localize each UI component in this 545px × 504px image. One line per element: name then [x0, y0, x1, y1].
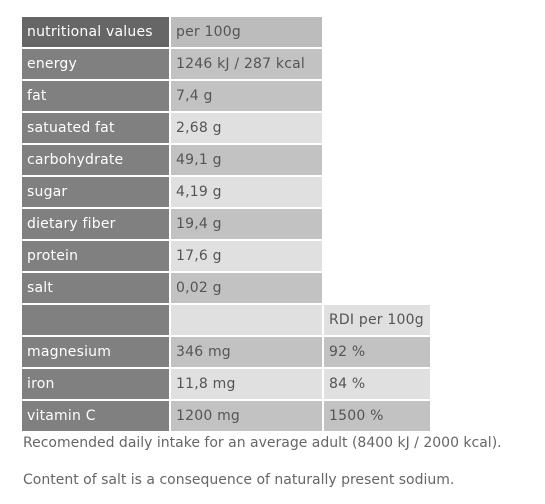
row-label-iron: iron: [22, 369, 169, 399]
salt-footnote: Content of salt is a consequence of natu…: [23, 472, 455, 488]
row-label-carbohydrate: carbohydrate: [22, 145, 169, 175]
row-value-carbohydrate: 49,1 g: [171, 145, 322, 175]
row-value-protein: 17,6 g: [171, 241, 322, 271]
row-value-sugar: 4,19 g: [171, 177, 322, 207]
rdi-footnote: Recomended daily intake for an average a…: [23, 435, 502, 451]
row-value-magnesium: 346 mg: [171, 337, 322, 367]
row-value-salt: 0,02 g: [171, 273, 322, 303]
row-label-salt: salt: [22, 273, 169, 303]
row-label-energy: energy: [22, 49, 169, 79]
row-label-magnesium: magnesium: [22, 337, 169, 367]
row-rdi-vitamin-c: 1500 %: [324, 401, 430, 431]
row-label-protein: protein: [22, 241, 169, 271]
row-label-sugar: sugar: [22, 177, 169, 207]
row-label-satuated-fat: satuated fat: [22, 113, 169, 143]
row-rdi-magnesium: 92 %: [324, 337, 430, 367]
row-label-fat: fat: [22, 81, 169, 111]
row-label-vitamin-c: vitamin C: [22, 401, 169, 431]
row-value-dietary-fiber: 19,4 g: [171, 209, 322, 239]
row-value-vitamin-c: 1200 mg: [171, 401, 322, 431]
row-rdi-iron: 84 %: [324, 369, 430, 399]
rdi-header-cell: RDI per 100g: [324, 305, 430, 335]
row-value-energy: 1246 kJ / 287 kcal: [171, 49, 322, 79]
row-label-dietary-fiber: dietary fiber: [22, 209, 169, 239]
row-value-iron: 11,8 mg: [171, 369, 322, 399]
row-value-fat: 7,4 g: [171, 81, 322, 111]
header-value-cell: per 100g: [171, 17, 322, 47]
mineral-header-value-cell: [171, 305, 322, 335]
row-value-satuated-fat: 2,68 g: [171, 113, 322, 143]
mineral-header-label-cell: [22, 305, 169, 335]
header-label-cell: nutritional values: [22, 17, 169, 47]
